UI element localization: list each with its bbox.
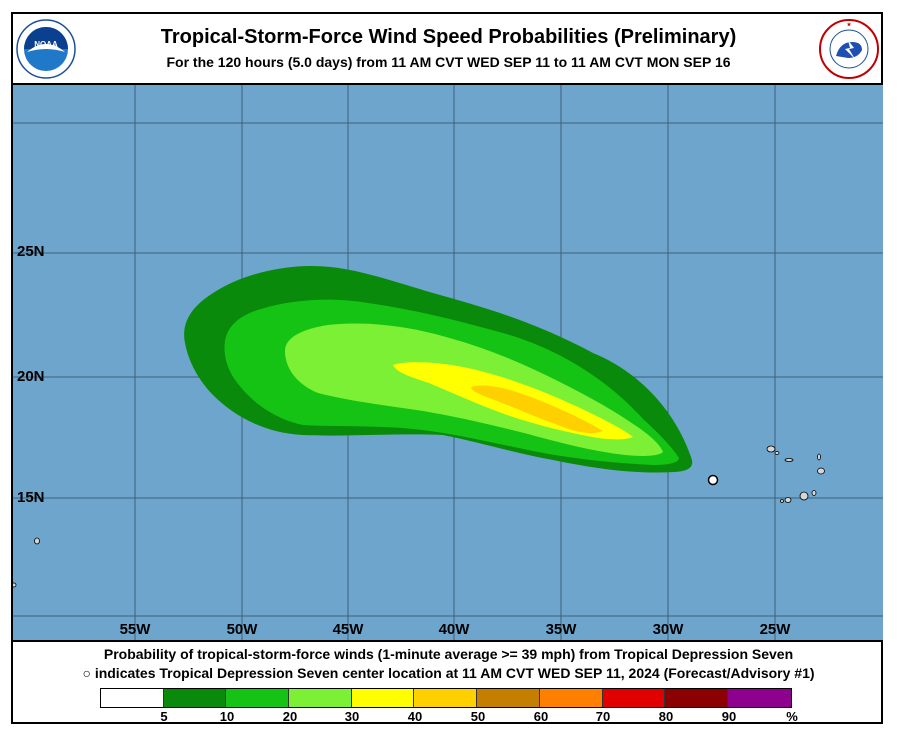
lon-label-45w: 45W: [332, 621, 364, 638]
legend-swatch-40-50: [414, 689, 478, 707]
legend-label-90: 90: [721, 709, 737, 724]
legend-label-70: 70: [595, 709, 611, 724]
probability-map: 25N 20N 15N: [13, 83, 883, 642]
legend-label-30: 30: [344, 709, 360, 724]
svg-text:NOAA: NOAA: [34, 40, 58, 49]
legend-swatch-50-60: [477, 689, 540, 707]
page-subtitle: For the 120 hours (5.0 days) from 11 AM …: [166, 54, 731, 70]
noaa-logo: NOAA: [15, 18, 77, 80]
storm-center-marker: [707, 474, 719, 486]
caption-line-1: Probability of tropical-storm-force wind…: [103, 646, 794, 662]
page-title: Tropical-Storm-Force Wind Speed Probabil…: [160, 26, 737, 48]
svg-text:★: ★: [847, 22, 852, 28]
legend-label-percent: %: [786, 709, 798, 724]
legend-label-50: 50: [470, 709, 486, 724]
legend-label-20: 20: [282, 709, 298, 724]
lat-label-25n: 25N: [17, 243, 45, 260]
lon-label-30w: 30W: [652, 621, 684, 638]
legend-label-60: 60: [533, 709, 549, 724]
center-marker-symbol: ○: [82, 665, 91, 681]
map-canvas: [13, 85, 883, 640]
caption-line-2: ○ indicates Tropical Depression Seven ce…: [0, 665, 897, 681]
legend-swatch-20-30: [289, 689, 352, 707]
legend-swatch-70-80: [602, 689, 666, 707]
legend-swatch-30-40: [351, 689, 415, 707]
nws-logo: ★: [818, 18, 880, 80]
lat-label-15n: 15N: [17, 489, 45, 506]
lat-label-20n: 20N: [17, 368, 45, 385]
legend-label-5: 5: [160, 709, 168, 724]
lon-label-50w: 50W: [226, 621, 258, 638]
prob-swath-40-50: [471, 385, 603, 434]
legend-swatch-10-20: [226, 689, 290, 707]
cape-verde-islands: [13, 445, 825, 588]
legend-swatch-5-10: [163, 689, 227, 707]
legend-swatch-80-90: [665, 689, 728, 707]
lon-label-40w: 40W: [438, 621, 470, 638]
legend-label-10: 10: [219, 709, 235, 724]
legend-swatch-0-5: [101, 689, 164, 707]
legend-label-40: 40: [407, 709, 423, 724]
probability-legend: [100, 688, 792, 708]
legend-swatch-90-100: [727, 689, 791, 707]
lon-label-55w: 55W: [119, 621, 151, 638]
legend-label-80: 80: [658, 709, 674, 724]
legend-swatch-60-70: [539, 689, 603, 707]
caption-line-2-text: indicates Tropical Depression Seven cent…: [94, 665, 815, 681]
lon-label-25w: 25W: [759, 621, 791, 638]
lon-label-35w: 35W: [545, 621, 577, 638]
